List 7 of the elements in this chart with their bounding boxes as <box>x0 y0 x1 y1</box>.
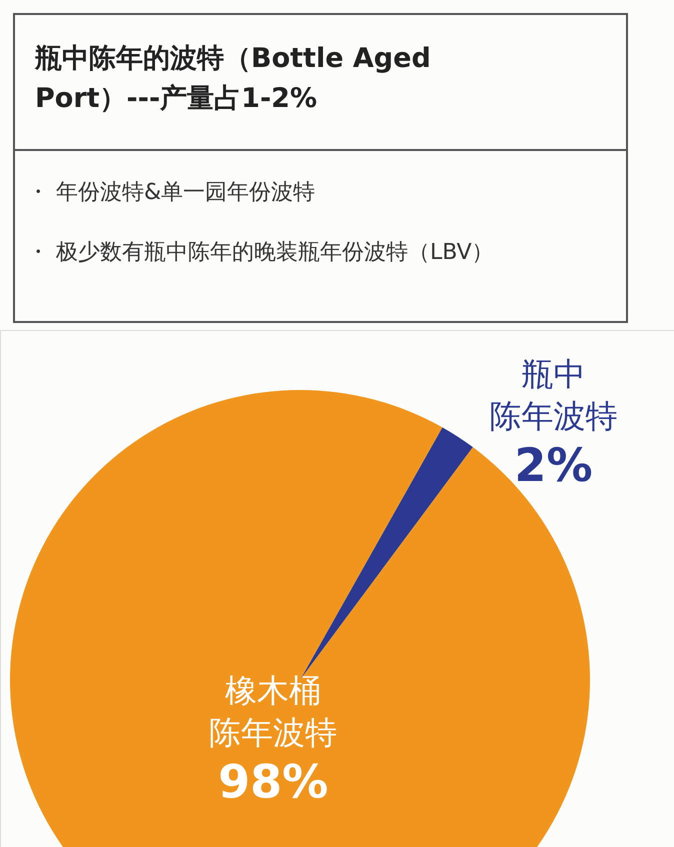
text: ・ 年份波特&单一园年份波特 <box>27 179 316 207</box>
slice-label: 橡木桶陈年波特 <box>209 671 338 752</box>
data-label: 98% <box>218 754 328 808</box>
text: ・ 极少数有瓶中陈年的晚装瓶年份波特（LBV） <box>27 239 495 267</box>
slice-label: 瓶中陈年波特 <box>489 355 618 436</box>
chart-title: 瓶中陈年的波特（Bottle Aged Port）---产量占1-2% <box>15 15 628 151</box>
data-label: 2% <box>514 438 593 492</box>
